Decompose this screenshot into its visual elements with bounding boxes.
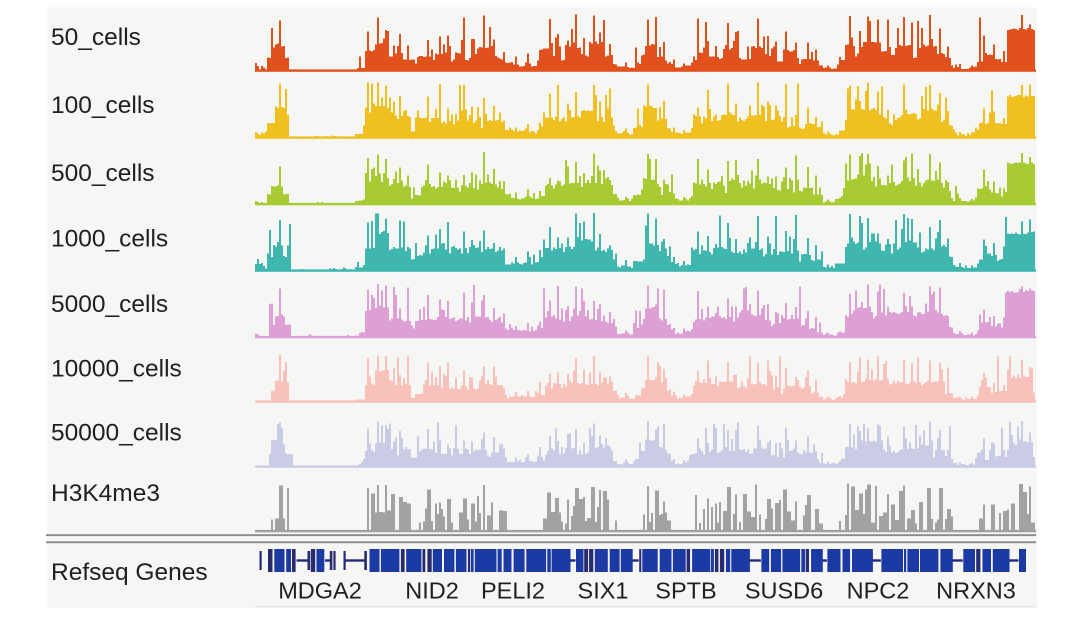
svg-text:SUSD6: SUSD6 (745, 578, 823, 604)
svg-text:NID2: NID2 (405, 578, 459, 604)
svg-text:SIX1: SIX1 (578, 578, 629, 604)
svg-text:500_cells: 500_cells (51, 160, 155, 187)
svg-text:PELI2: PELI2 (481, 578, 545, 604)
svg-text:50_cells: 50_cells (51, 24, 141, 51)
svg-text:MDGA2: MDGA2 (278, 578, 362, 604)
svg-text:NPC2: NPC2 (847, 578, 910, 604)
svg-text:SPTB: SPTB (655, 578, 716, 604)
svg-text:50000_cells: 50000_cells (51, 420, 182, 447)
svg-text:100_cells: 100_cells (51, 92, 155, 119)
svg-text:10000_cells: 10000_cells (51, 356, 182, 383)
svg-text:Refseq Genes: Refseq Genes (51, 559, 208, 586)
svg-text:5000_cells: 5000_cells (51, 291, 168, 318)
svg-text:NRXN3: NRXN3 (936, 578, 1016, 604)
svg-text:1000_cells: 1000_cells (51, 226, 168, 253)
svg-text:H3K4me3: H3K4me3 (51, 480, 160, 507)
